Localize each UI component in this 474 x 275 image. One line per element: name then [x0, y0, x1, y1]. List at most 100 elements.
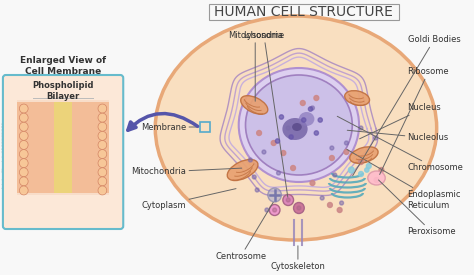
Circle shape [19, 122, 28, 131]
Circle shape [98, 141, 107, 149]
Circle shape [19, 113, 28, 122]
Bar [72, 102, 109, 193]
Circle shape [344, 150, 349, 155]
Circle shape [271, 141, 276, 145]
Text: Nucleus: Nucleus [360, 103, 441, 139]
FancyBboxPatch shape [3, 75, 123, 229]
Text: Adobe Stock | #533005281: Adobe Stock | #533005281 [1, 121, 7, 189]
Circle shape [329, 155, 334, 161]
Circle shape [318, 118, 322, 122]
Circle shape [19, 104, 28, 113]
Circle shape [314, 95, 319, 100]
Ellipse shape [368, 171, 385, 185]
Circle shape [98, 122, 107, 131]
Text: Cytoplasm: Cytoplasm [142, 189, 236, 210]
Circle shape [98, 159, 107, 168]
Circle shape [301, 118, 306, 122]
Bar [55, 102, 72, 193]
Ellipse shape [155, 16, 437, 240]
Circle shape [309, 107, 313, 111]
Circle shape [345, 141, 348, 145]
Circle shape [320, 196, 324, 200]
Ellipse shape [283, 118, 308, 140]
Text: Phospholipid
Bilayer: Phospholipid Bilayer [32, 81, 94, 101]
Text: Membrane: Membrane [141, 122, 197, 131]
Ellipse shape [227, 160, 258, 180]
Circle shape [252, 175, 256, 179]
Circle shape [255, 188, 259, 192]
Ellipse shape [345, 91, 370, 105]
Ellipse shape [239, 68, 359, 182]
Text: Peroxisome: Peroxisome [379, 180, 456, 236]
Circle shape [19, 177, 28, 186]
Circle shape [286, 126, 290, 130]
Circle shape [265, 208, 269, 212]
Text: Cytoskeleton: Cytoskeleton [271, 246, 325, 271]
Circle shape [19, 131, 28, 140]
Text: Mitochondria: Mitochondria [228, 31, 283, 101]
Ellipse shape [292, 123, 302, 131]
Circle shape [328, 202, 332, 208]
Circle shape [310, 180, 315, 186]
Circle shape [262, 150, 266, 154]
Circle shape [19, 150, 28, 159]
Text: HUMAN CELL STRUCTURE: HUMAN CELL STRUCTURE [214, 5, 393, 19]
Circle shape [257, 131, 262, 136]
Text: Nucleolus: Nucleolus [347, 130, 449, 142]
Circle shape [348, 167, 354, 173]
Circle shape [98, 168, 107, 177]
Text: Mitochondria: Mitochondria [131, 167, 242, 177]
Circle shape [273, 208, 276, 212]
Circle shape [293, 202, 304, 213]
Circle shape [314, 131, 319, 135]
Circle shape [98, 177, 107, 186]
Circle shape [365, 168, 369, 172]
Bar [200, 122, 210, 132]
Circle shape [98, 186, 107, 195]
Circle shape [301, 100, 305, 106]
Circle shape [289, 135, 293, 139]
Circle shape [19, 186, 28, 195]
Circle shape [19, 159, 28, 168]
Circle shape [379, 167, 384, 172]
Bar [18, 100, 109, 195]
Circle shape [281, 150, 286, 155]
Text: Centrosome: Centrosome [215, 202, 273, 261]
Circle shape [268, 188, 282, 202]
Ellipse shape [241, 96, 268, 114]
Circle shape [291, 166, 295, 170]
Circle shape [269, 205, 280, 216]
Circle shape [310, 106, 314, 110]
Circle shape [283, 194, 293, 205]
Circle shape [358, 160, 364, 164]
Circle shape [366, 164, 371, 169]
Text: Endoplasmic
Reticulum: Endoplasmic Reticulum [347, 149, 461, 210]
Text: Enlarged View of
Cell Membrane: Enlarged View of Cell Membrane [20, 56, 106, 76]
Circle shape [19, 141, 28, 149]
Circle shape [98, 131, 107, 140]
Circle shape [358, 172, 364, 177]
Circle shape [333, 173, 337, 177]
Circle shape [359, 126, 363, 130]
Circle shape [374, 136, 377, 140]
Text: Ribosome: Ribosome [380, 67, 449, 175]
Circle shape [98, 104, 107, 113]
Text: Chromosome: Chromosome [337, 116, 464, 172]
Circle shape [374, 177, 379, 183]
Circle shape [297, 206, 301, 210]
Circle shape [19, 168, 28, 177]
Circle shape [330, 146, 334, 150]
Text: Lysosome: Lysosome [243, 31, 288, 197]
Circle shape [286, 198, 290, 202]
Ellipse shape [246, 75, 352, 175]
Circle shape [248, 158, 252, 162]
Bar [18, 102, 55, 193]
Circle shape [279, 115, 283, 119]
Ellipse shape [350, 147, 378, 163]
Circle shape [98, 150, 107, 159]
Ellipse shape [299, 112, 314, 126]
Circle shape [98, 113, 107, 122]
Circle shape [337, 208, 342, 213]
Text: Goldi Bodies: Goldi Bodies [353, 35, 460, 176]
Circle shape [275, 139, 280, 143]
